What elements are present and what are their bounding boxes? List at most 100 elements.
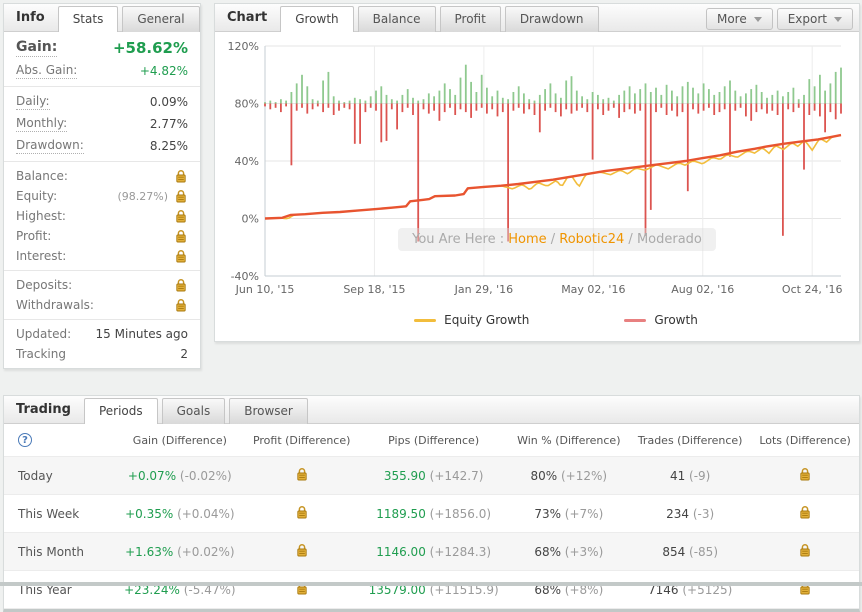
stat-value-wrap: +4.82% — [140, 64, 188, 78]
stats-body: Gain: +58.62% Abs. Gain: +4.82% Daily: 0.09% M… — [4, 32, 200, 368]
stats-group: Updated: 15 Minutes ago Tracking 2 — [4, 319, 200, 368]
stat-label: Gain: — [16, 39, 58, 57]
chart-panel-title: Chart — [227, 10, 268, 25]
stat-value: 8.25% — [149, 139, 188, 153]
chart-tabs: Growth Balance Profit Drawdown — [280, 6, 602, 32]
win-difference: (+12%) — [557, 468, 608, 483]
tab-general[interactable]: General — [122, 6, 200, 32]
column-header-win: Win % (Difference) — [508, 424, 630, 457]
tab-browser[interactable]: Browser — [229, 398, 308, 424]
period-cell: This Year — [4, 570, 116, 609]
lock-icon — [176, 250, 186, 263]
legend-label: Growth — [654, 313, 698, 327]
tab-periods[interactable]: Periods — [83, 398, 158, 424]
tab-drawdown[interactable]: Drawdown — [504, 6, 599, 32]
win-difference: (+3%) — [560, 544, 604, 559]
lock-icon — [176, 210, 186, 223]
export-button[interactable]: Export — [776, 8, 853, 30]
stats-group: Daily: 0.09% Monthly: 2.77% Drawdown: 8.25% — [4, 86, 200, 161]
svg-text:80%: 80% — [235, 98, 259, 111]
legend-item: Growth — [624, 313, 698, 327]
trades-difference: (-85) — [685, 544, 718, 559]
legend-item: Equity Growth — [414, 313, 529, 327]
tab-balance[interactable]: Balance — [357, 6, 436, 32]
win-value: 68% — [534, 544, 561, 559]
table-row: Today +0.07% (-0.02%) 355.90 (+142.7) 80% (… — [4, 456, 859, 495]
win-cell: 73% (+7%) — [508, 494, 630, 533]
stats-tabbar: Info Stats General — [4, 4, 200, 32]
stat-value-wrap — [174, 249, 188, 263]
stats-row: Monthly: 2.77% — [4, 113, 200, 135]
stats-row: Profit: — [4, 226, 200, 246]
stats-row: Gain: +58.62% — [4, 36, 200, 60]
win-cell: 68% (+3%) — [508, 532, 630, 571]
pips-difference: (+1856.0) — [425, 506, 492, 521]
lock-icon — [176, 170, 186, 183]
breadcrumb-separator: / — [624, 232, 637, 247]
column-header-trades: Trades (Difference) — [629, 424, 752, 457]
stat-label: Abs. Gain: — [16, 63, 78, 79]
trades-cell: 41 (-9) — [629, 456, 752, 495]
lock-icon — [800, 468, 810, 481]
stat-label: Withdrawals: — [16, 298, 94, 312]
period-cell: This Week — [4, 494, 116, 533]
pips-difference: (+1284.3) — [425, 544, 492, 559]
lots-cell — [751, 532, 859, 571]
profit-cell — [244, 456, 359, 495]
pips-cell: 355.90 (+142.7) — [358, 456, 509, 495]
stat-label: Equity: — [16, 189, 58, 203]
stat-value-wrap: 2.77% — [150, 117, 188, 131]
stat-value-wrap: 0.09% — [150, 95, 188, 109]
stat-label: Drawdown: — [16, 138, 84, 154]
stats-row: Balance: — [4, 166, 200, 186]
stat-value-wrap — [174, 278, 188, 292]
lock-icon — [176, 279, 186, 292]
svg-text:120%: 120% — [228, 40, 259, 53]
pips-value: 1146.00 — [376, 544, 426, 559]
breadcrumb-current-page: Moderado — [636, 232, 702, 247]
svg-text:-40%: -40% — [231, 270, 259, 283]
tab-profit[interactable]: Profit — [439, 6, 501, 32]
watermark: You Are Here : Home / Robotic24 / Modera… — [265, 228, 849, 251]
trading-panel: Trading Periods Goals Browser ? Gain (Diffe… — [3, 395, 860, 612]
stat-label: Highest: — [16, 209, 66, 223]
profit-cell — [244, 532, 359, 571]
breadcrumb-link-home[interactable]: Home — [508, 232, 547, 247]
legend-marker — [624, 318, 647, 322]
stat-value: 0.09% — [149, 95, 188, 109]
lock-icon — [297, 506, 307, 519]
trades-cell: 854 (-85) — [629, 532, 752, 571]
pips-value: 1189.50 — [376, 506, 426, 521]
stats-row: Abs. Gain: +4.82% — [4, 60, 200, 82]
stats-panel: Info Stats General Gain: +58.62% Abs. Gain:… — [3, 3, 201, 369]
stats-row: Highest: — [4, 206, 200, 226]
gain-difference: (+0.02%) — [173, 544, 235, 559]
stats-row: Deposits: — [4, 275, 200, 295]
gain-cell: +23.24% (-5.47%) — [115, 570, 245, 609]
stat-value-wrap — [174, 298, 188, 312]
svg-text:Sep 18, '15: Sep 18, '15 — [343, 283, 405, 296]
help-icon[interactable]: ? — [18, 433, 32, 447]
more-button[interactable]: More — [705, 8, 773, 30]
tab-growth[interactable]: Growth — [280, 6, 354, 32]
legend-label: Equity Growth — [444, 313, 530, 327]
gain-value: +0.07% — [127, 468, 177, 483]
tab-stats[interactable]: Stats — [57, 6, 119, 32]
stat-value: 15 Minutes ago — [95, 327, 188, 341]
gain-difference: (-0.02%) — [176, 468, 232, 483]
stats-row: Equity: (98.27%) — [4, 186, 200, 206]
profit-cell — [244, 494, 359, 533]
period-cell: This Month — [4, 532, 116, 571]
stat-value-wrap — [174, 169, 188, 183]
svg-text:May 02, '16: May 02, '16 — [561, 283, 625, 296]
trades-cell: 7146 (+5125) — [629, 570, 752, 609]
stat-label: Deposits: — [16, 278, 73, 292]
tab-goals[interactable]: Goals — [161, 398, 226, 424]
column-header-profit: Profit (Difference) — [244, 424, 359, 457]
stats-row: Withdrawals: — [4, 295, 200, 315]
stat-label: Updated: — [16, 327, 72, 341]
lock-icon — [176, 190, 186, 203]
stat-label: Profit: — [16, 229, 52, 243]
breadcrumb-link-account[interactable]: Robotic24 — [559, 232, 625, 247]
stat-value-wrap: 2 — [180, 347, 188, 361]
